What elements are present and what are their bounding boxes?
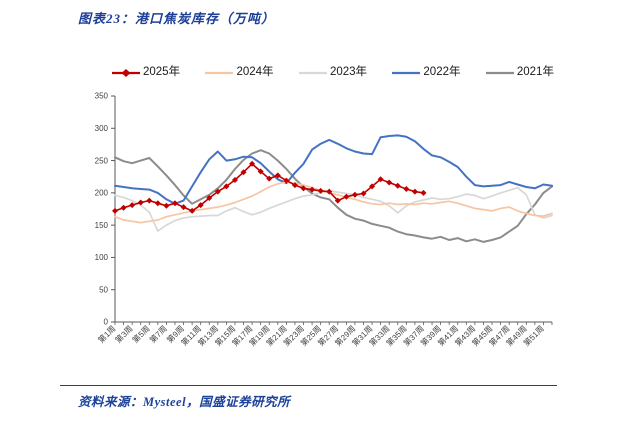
- legend-label: 2023年: [329, 66, 368, 79]
- series-line: [114, 134, 553, 205]
- diamond-marker: [120, 204, 127, 211]
- series-2025年: [112, 160, 427, 214]
- legend-swatch: [112, 69, 140, 77]
- y-tick-label: 250: [95, 156, 109, 165]
- diamond-marker: [163, 202, 170, 209]
- diamond-marker: [291, 182, 298, 189]
- x-tick-label: 第7周: [147, 323, 169, 345]
- diamond-marker: [309, 186, 316, 193]
- diamond-marker: [394, 182, 401, 189]
- legend: 2025年 2024年 2023年 2022年 2021年: [112, 64, 554, 82]
- diamond-marker: [206, 195, 213, 202]
- legend-item-2023年: 2023年: [298, 66, 368, 79]
- diamond-marker: [403, 185, 410, 192]
- y-tick-label: 150: [95, 221, 109, 230]
- legend-label: 2024年: [236, 66, 274, 79]
- diamond-marker: [171, 200, 178, 207]
- diamond-marker: [231, 176, 238, 183]
- legend-item-2022年: 2022年: [392, 66, 461, 79]
- diamond-marker: [411, 188, 418, 195]
- y-tick-label: 300: [95, 124, 109, 133]
- diamond-marker: [180, 204, 187, 211]
- diamond-marker: [317, 187, 324, 194]
- legend-swatch: [485, 71, 514, 75]
- legend-item-2021年: 2021年: [485, 66, 554, 79]
- series-2022年: [114, 134, 553, 205]
- y-tick-label: 0: [104, 318, 109, 327]
- y-axis: 0 50 100 150 200 250 300 350: [95, 92, 115, 327]
- series-line: [114, 181, 553, 224]
- y-tick-label: 200: [95, 189, 109, 198]
- y-tick-label: 350: [95, 92, 109, 101]
- x-tick-label: 第3周: [113, 323, 135, 345]
- diamond-marker: [112, 207, 118, 214]
- line-chart: 0 50 100 150 200 250 300 350 第1周第3周第5周第7周第9周第11周…: [95, 92, 553, 348]
- legend-swatch: [392, 71, 421, 75]
- diamond-marker: [369, 183, 376, 190]
- diamond-marker: [351, 191, 358, 198]
- diamond-marker: [334, 197, 341, 204]
- diamond-marker: [154, 200, 161, 207]
- diamond-marker: [377, 176, 384, 183]
- series-2024年: [114, 181, 553, 224]
- series-2023年: [114, 186, 553, 232]
- diamond-marker: [197, 202, 204, 209]
- legend-item-2024年: 2024年: [205, 66, 274, 79]
- diamond-marker: [300, 185, 307, 192]
- legend-label: 2022年: [423, 66, 461, 79]
- diamond-marker: [343, 193, 350, 200]
- diamond-marker: [137, 199, 144, 206]
- chart-title: 图表23：港口焦炭库存（万吨）: [78, 11, 276, 26]
- y-tick-label: 50: [99, 285, 108, 294]
- diamond-marker: [240, 169, 247, 176]
- diamond-marker: [266, 175, 273, 182]
- diamond-marker: [223, 183, 230, 190]
- diamond-marker: [249, 160, 256, 167]
- series-2021年: [114, 149, 553, 243]
- axes: [114, 96, 552, 323]
- diamond-marker: [189, 207, 196, 214]
- diamond-marker: [386, 179, 393, 186]
- legend-item-2025年: 2025年: [112, 67, 180, 79]
- diamond-marker: [274, 172, 281, 179]
- divider: [60, 385, 557, 386]
- legend-label: 2025年: [143, 66, 181, 79]
- diamond-marker: [326, 188, 333, 195]
- series-line: [114, 149, 553, 243]
- legend-label: 2021年: [516, 66, 554, 79]
- diamond-marker: [214, 188, 221, 195]
- series-line: [114, 186, 553, 232]
- source-note: 资料来源：Mysteel，国盛证券研究所: [78, 395, 291, 409]
- diamond-marker: [257, 168, 264, 175]
- diamond-marker: [420, 189, 427, 196]
- x-axis: 第1周第3周第5周第7周第9周第11周第13周第15周第17周第19周第21周第…: [96, 322, 553, 348]
- legend-swatch: [298, 71, 327, 75]
- diamond-marker: [146, 197, 153, 204]
- legend-swatch: [205, 71, 234, 75]
- diamond-marker: [360, 190, 367, 197]
- diamond-marker: [283, 177, 290, 184]
- axis-lines: [114, 96, 552, 323]
- y-tick-label: 100: [95, 253, 109, 262]
- diamond-marker: [129, 202, 136, 209]
- x-tick-label: 第5周: [130, 323, 152, 345]
